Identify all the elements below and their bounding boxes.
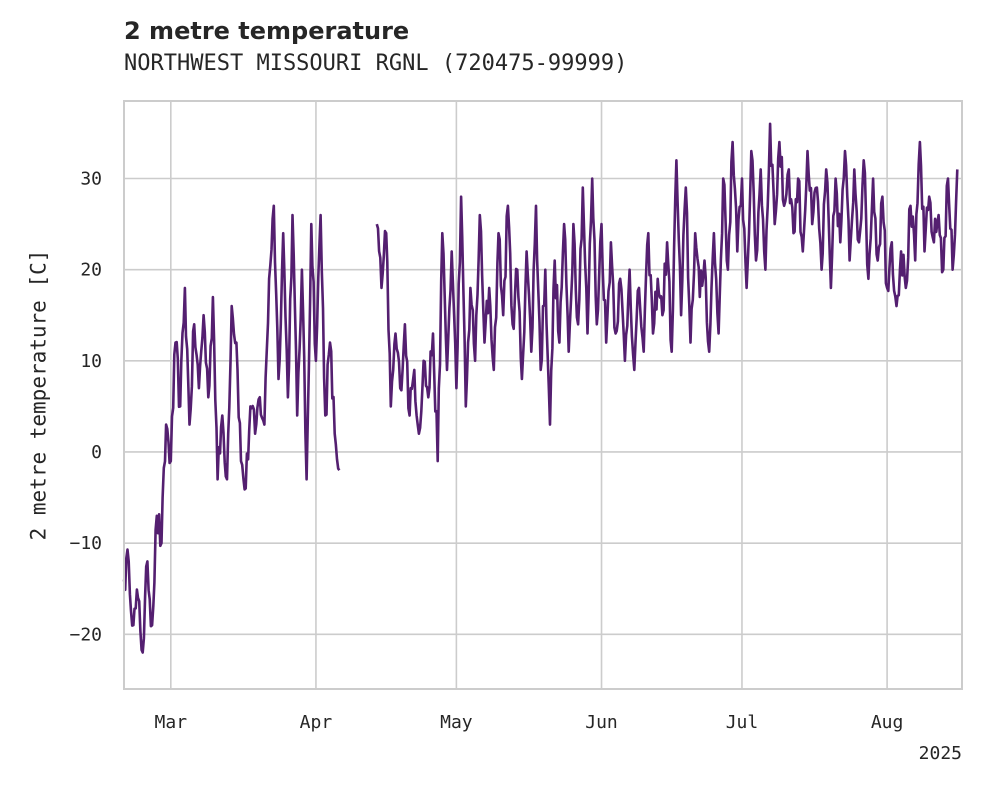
plot-frame <box>123 100 963 690</box>
x-tick-label: Aug <box>871 712 904 733</box>
y-tick-label: 0 <box>91 442 102 463</box>
x-axis-year-label: 2025 <box>919 743 962 764</box>
x-tick-labels: Mar Apr May Jun Jul Aug <box>155 712 904 733</box>
y-axis-label: 2 metre temperature [C] <box>26 250 50 541</box>
y-tick-label: −20 <box>69 624 102 645</box>
series-line-group <box>122 122 959 654</box>
grid <box>124 101 962 689</box>
temperature-line-segment <box>375 122 959 463</box>
y-tick-label: 10 <box>80 351 102 372</box>
y-tick-label: −10 <box>69 533 102 554</box>
x-tick-label: Apr <box>300 712 333 733</box>
x-tick-label: Mar <box>155 712 188 733</box>
x-tick-label: May <box>440 712 473 733</box>
y-tick-labels: −20 −10 0 10 20 30 <box>69 168 102 645</box>
temperature-line-segment <box>122 204 341 654</box>
y-tick-label: 30 <box>80 168 102 189</box>
x-tick-label: Jul <box>726 712 759 733</box>
y-tick-label: 20 <box>80 260 102 281</box>
x-tick-label: Jun <box>585 712 618 733</box>
chart-subtitle: NORTHWEST MISSOURI RGNL (720475-99999) <box>124 51 628 76</box>
chart-title: 2 metre temperature <box>124 17 410 45</box>
